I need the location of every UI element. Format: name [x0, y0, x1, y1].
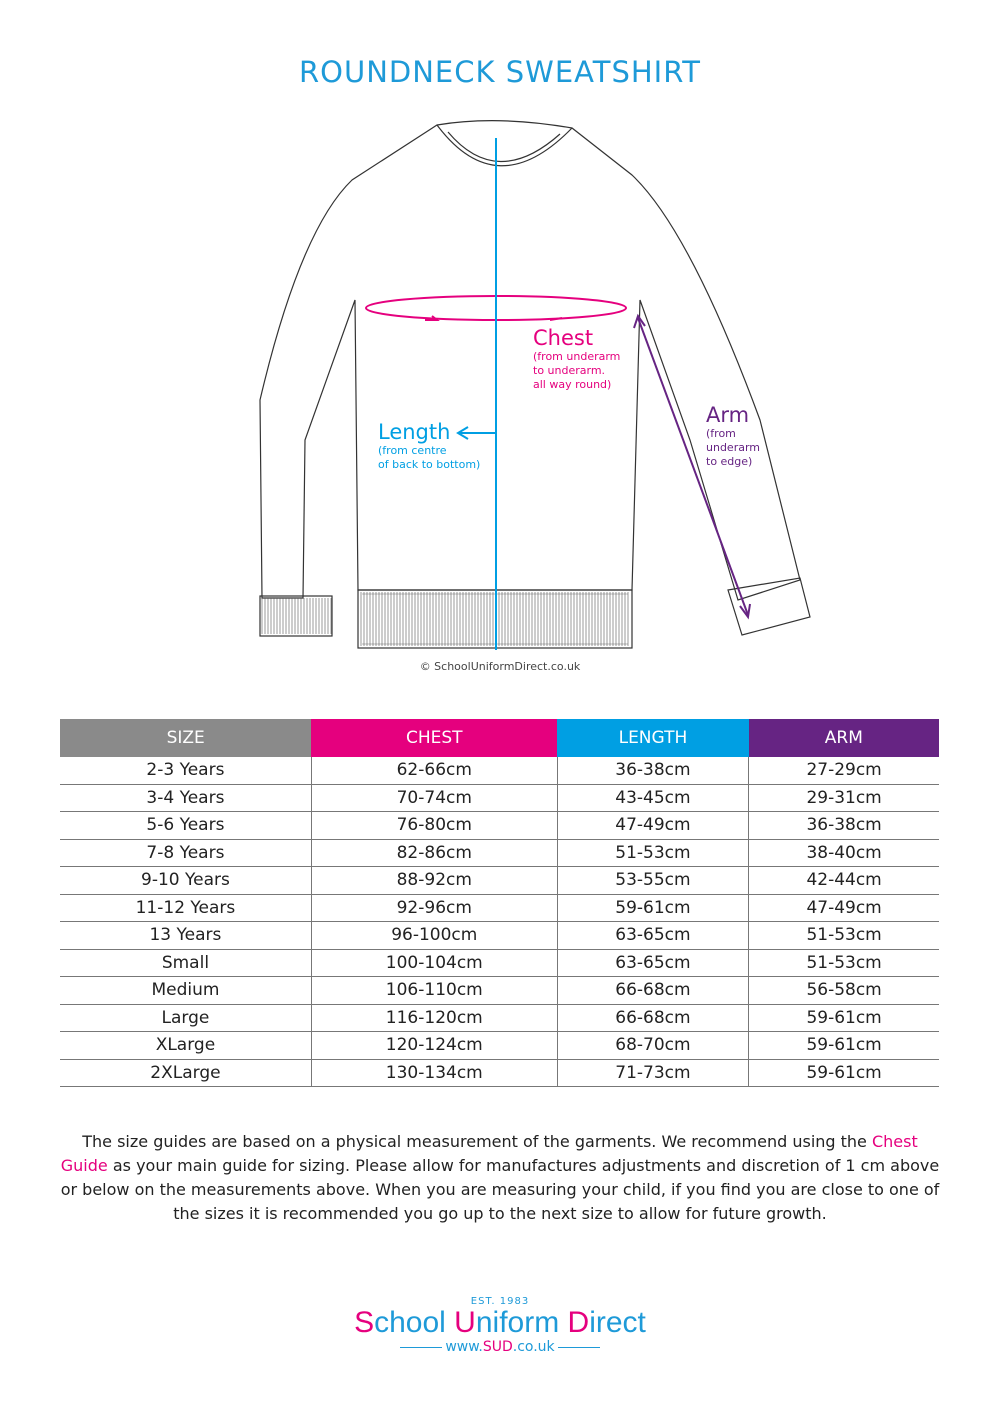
arm-note: to edge) [706, 455, 753, 468]
size-cell: Medium [60, 976, 312, 1005]
chest-cell: 120-124cm [310, 1031, 558, 1060]
size-cell: 2-3 Years [60, 757, 312, 785]
header-size: SIZE [60, 719, 312, 757]
table-row: 2XLarge 130-134cm 71-73cm 59-61cm [60, 1059, 939, 1087]
chest-note: all way round) [533, 378, 612, 391]
logo-name: School Uniform Direct [354, 1306, 646, 1339]
length-cell: 68-70cm [556, 1031, 749, 1060]
arm-label: Arm [706, 403, 750, 427]
arm-cell: 27-29cm [748, 757, 939, 785]
arm-note: (from [706, 427, 736, 440]
table-row: 3-4 Years 70-74cm 43-45cm 29-31cm [60, 784, 939, 812]
chest-cell: 76-80cm [310, 811, 558, 840]
table-row: 11-12 Years 92-96cm 59-61cm 47-49cm [60, 894, 939, 922]
length-cell: 59-61cm [556, 894, 749, 922]
arm-cell: 51-53cm [748, 949, 939, 977]
chest-cell: 106-110cm [310, 976, 558, 1005]
page-title: ROUNDNECK SWEATSHIRT [299, 55, 701, 89]
length-annotation: Length (from centre of back to bottom) [378, 420, 480, 472]
arm-cell: 29-31cm [748, 784, 939, 812]
chest-cell: 92-96cm [310, 894, 558, 922]
length-cell: 63-65cm [556, 949, 749, 977]
length-cell: 53-55cm [556, 866, 749, 895]
size-cell: 3-4 Years [60, 784, 312, 812]
length-cell: 71-73cm [556, 1059, 749, 1087]
length-cell: 51-53cm [556, 839, 749, 867]
length-label: Length [378, 420, 451, 444]
copyright: © SchoolUniformDirect.co.uk [419, 660, 581, 673]
arm-cell: 56-58cm [748, 976, 939, 1005]
company-logo: EST. 1983 School Uniform Direct www.SUD.… [0, 1296, 1000, 1355]
size-cell: XLarge [60, 1031, 312, 1060]
chest-guide-highlight: Chest Guide [60, 1132, 918, 1175]
header-arm: ARM [748, 719, 939, 757]
table-row: 9-10 Years 88-92cm 53-55cm 42-44cm [60, 866, 939, 895]
chest-cell: 70-74cm [310, 784, 558, 812]
length-cell: 63-65cm [556, 921, 749, 950]
size-cell: 7-8 Years [60, 839, 312, 867]
table-row: XLarge 120-124cm 68-70cm 59-61cm [60, 1031, 939, 1060]
chest-cell: 130-134cm [310, 1059, 558, 1087]
arm-cell: 38-40cm [748, 839, 939, 867]
size-table: SIZE CHEST LENGTH ARM 2-3 Years 62-66cm 36… [60, 719, 939, 1087]
header-length: LENGTH [557, 719, 749, 757]
arm-cell: 47-49cm [748, 894, 939, 922]
size-cell: 13 Years [60, 921, 312, 950]
chest-note: (from underarm [533, 350, 621, 363]
length-cell: 66-68cm [556, 976, 749, 1005]
length-note: of back to bottom) [378, 458, 481, 471]
arm-cell: 59-61cm [748, 1031, 939, 1060]
chest-note: to underarm. [533, 364, 606, 377]
length-cell: 66-68cm [556, 1004, 749, 1032]
size-cell: 9-10 Years [60, 866, 312, 895]
chest-annotation: Chest (from underarm to underarm. all wa… [533, 326, 620, 392]
size-cell: 11-12 Years [60, 894, 312, 922]
table-row: Large 116-120cm 66-68cm 59-61cm [60, 1004, 939, 1032]
chest-cell: 82-86cm [310, 839, 558, 867]
length-note: (from centre [378, 444, 447, 457]
logo-est: EST. 1983 [470, 1296, 530, 1307]
chest-cell: 100-104cm [310, 949, 558, 977]
arm-cell: 51-53cm [748, 921, 939, 950]
size-cell: 2XLarge [60, 1059, 312, 1087]
note-text: The size guides are based on a physical … [82, 1132, 872, 1151]
table-row: 2-3 Years 62-66cm 36-38cm 27-29cm [60, 757, 939, 785]
arm-cell: 42-44cm [748, 866, 939, 895]
note-text: as your main guide for sizing. Please al… [60, 1156, 940, 1223]
header-chest: CHEST [311, 719, 558, 757]
table-row: Small 100-104cm 63-65cm 51-53cm [60, 949, 939, 977]
arm-cell: 59-61cm [748, 1059, 939, 1087]
size-cell: Large [60, 1004, 312, 1032]
size-cell: Small [60, 949, 312, 977]
chest-cell: 96-100cm [310, 921, 558, 950]
chest-label: Chest [533, 326, 594, 350]
size-cell: 5-6 Years [60, 811, 312, 840]
size-guide-note: The size guides are based on a physical … [60, 1130, 940, 1226]
sweatshirt-diagram [259, 120, 811, 650]
length-cell: 36-38cm [556, 757, 749, 785]
table-row: Medium 106-110cm 66-68cm 56-58cm [60, 976, 939, 1005]
table-row: 13 Years 96-100cm 63-65cm 51-53cm [60, 921, 939, 950]
length-cell: 43-45cm [556, 784, 749, 812]
chest-cell: 62-66cm [310, 757, 558, 785]
arm-annotation: Arm (from underarm to edge) [706, 403, 760, 469]
arm-note: underarm [706, 441, 761, 454]
arm-cell: 36-38cm [748, 811, 939, 840]
chest-cell: 88-92cm [310, 866, 558, 895]
arm-cell: 59-61cm [748, 1004, 939, 1032]
length-cell: 47-49cm [556, 811, 749, 840]
chest-cell: 116-120cm [310, 1004, 558, 1032]
table-row: 5-6 Years 76-80cm 47-49cm 36-38cm [60, 811, 939, 840]
logo-url: www.SUD.co.uk [0, 1339, 1000, 1355]
table-row: 7-8 Years 82-86cm 51-53cm 38-40cm [60, 839, 939, 867]
